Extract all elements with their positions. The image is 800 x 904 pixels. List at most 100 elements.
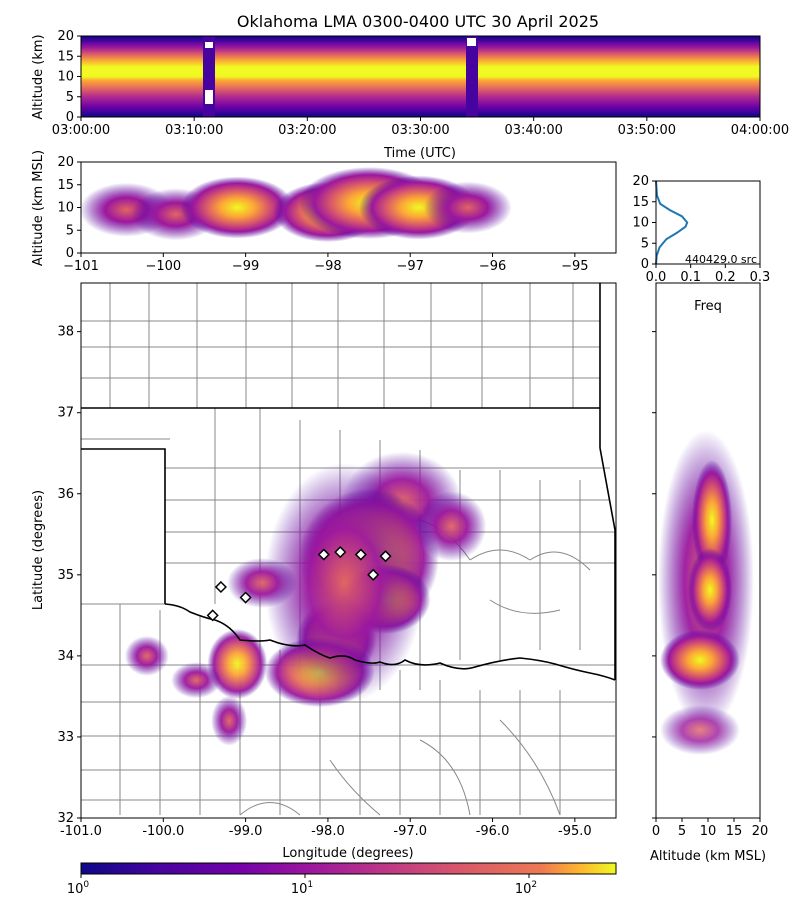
plan-view-xticks: -101.0 -100.0 -99.0 -98.0 -97.0 -96.0 -95.0 bbox=[60, 818, 592, 839]
histogram-y-label: 5 bbox=[641, 236, 649, 251]
lon-alt-panel: −101 −100 −99 −98 −97 −96 −95 0 5 10 15 20 Altitud… bbox=[31, 150, 617, 274]
histogram-frame bbox=[655, 180, 761, 265]
time-height-x-label: 04:00:00 bbox=[731, 123, 789, 138]
lon-alt-core-6 bbox=[423, 181, 512, 234]
plan-view-x-label: -97.0 bbox=[393, 824, 427, 839]
time-height-y-label: 0 bbox=[66, 110, 74, 125]
plan-view-frame bbox=[80, 282, 617, 819]
alt-lat-yticks bbox=[652, 331, 656, 819]
alt-lat-x-label: 5 bbox=[678, 824, 686, 839]
plan-view-y-label: 34 bbox=[57, 649, 74, 664]
histogram-x-label: 0.2 bbox=[715, 270, 736, 285]
colorbar-exponent: 0 bbox=[83, 880, 89, 890]
time-height-y-label: 15 bbox=[57, 49, 74, 64]
histogram-xticks: 0.0 0.1 0.2 0.3 bbox=[646, 264, 771, 285]
alt-lat-density bbox=[658, 430, 754, 755]
plan-view-x-label: -96.0 bbox=[476, 824, 510, 839]
colorbar-label: 102 bbox=[515, 880, 537, 897]
lon-alt-x-label: −98 bbox=[314, 259, 341, 274]
alt-lat-xticks: 0 5 10 15 20 bbox=[652, 818, 768, 839]
station-marker-6 bbox=[239, 591, 252, 604]
histogram-x-label: 0.0 bbox=[646, 270, 667, 285]
lon-alt-y-label: 15 bbox=[57, 178, 74, 193]
time-height-panel: 03:00:00 03:10:00 03:20:00 03:30:00 03:40:00… bbox=[31, 29, 789, 161]
plan-view-panel: -101.0 -100.0 -99.0 -98.0 -97.0 -96.0 -95.0 32… bbox=[31, 282, 617, 861]
histogram-line bbox=[655, 180, 689, 265]
station-marker-2 bbox=[354, 548, 367, 561]
lon-alt-y-label: 10 bbox=[57, 201, 74, 216]
lon-alt-ylabel: Altitude (km MSL) bbox=[31, 150, 46, 266]
plan-view-y-label: 36 bbox=[57, 487, 74, 502]
plan-density-11 bbox=[227, 557, 298, 608]
time-gap-2-white bbox=[467, 38, 476, 46]
colorbar-gradient bbox=[80, 862, 617, 875]
alt-lat-core-north bbox=[692, 460, 732, 580]
colorbar-ticks: 100 101 102 bbox=[67, 874, 537, 897]
station-marker-7 bbox=[206, 609, 219, 622]
plan-density-7 bbox=[171, 662, 222, 699]
histogram-y-label: 20 bbox=[632, 174, 649, 189]
histogram-y-label: 0 bbox=[641, 257, 649, 272]
station-marker-4 bbox=[367, 568, 380, 581]
time-height-yticks: 0 5 10 15 20 bbox=[57, 29, 81, 125]
lma-stations bbox=[206, 546, 392, 622]
histogram-y-label: 15 bbox=[632, 195, 649, 210]
histogram-xlabel: Freq bbox=[694, 299, 722, 314]
lon-alt-x-label: −96 bbox=[479, 259, 506, 274]
alt-lat-x-label: 15 bbox=[726, 824, 743, 839]
alt-lat-x-label: 20 bbox=[752, 824, 769, 839]
lon-alt-y-label: 0 bbox=[66, 246, 74, 261]
time-gap-2 bbox=[466, 36, 478, 117]
histogram-yticks: 0 5 10 15 20 bbox=[632, 174, 656, 272]
plan-view-y-label: 37 bbox=[57, 406, 74, 421]
lon-alt-x-label: −95 bbox=[561, 259, 588, 274]
time-gap-1-white-b bbox=[205, 90, 213, 104]
time-height-x-label: 03:40:00 bbox=[504, 123, 562, 138]
time-height-x-label: 03:50:00 bbox=[618, 123, 676, 138]
plan-density-10 bbox=[416, 491, 487, 562]
time-height-y-label: 5 bbox=[66, 90, 74, 105]
plan-view-x-label: -98.0 bbox=[311, 824, 345, 839]
plan-view-xlabel: Longitude (degrees) bbox=[282, 846, 413, 861]
colorbar-label: 100 bbox=[67, 880, 90, 897]
plan-view-x-label: -101.0 bbox=[60, 824, 102, 839]
alt-lat-x-label: 0 bbox=[652, 824, 660, 839]
histogram-x-label: 0.1 bbox=[680, 270, 701, 285]
plan-density-6 bbox=[207, 628, 268, 699]
lon-alt-x-label: −99 bbox=[232, 259, 259, 274]
alt-lat-xlabel: Altitude (km MSL) bbox=[650, 849, 766, 864]
plan-density-5 bbox=[264, 462, 425, 703]
altitude-histogram-panel: 440429.0 src 0.0 0.1 0.2 0.3 0 5 10 15 20 Freq bbox=[632, 174, 770, 314]
time-height-y-label: 20 bbox=[57, 29, 74, 44]
alt-lat-tail bbox=[660, 705, 740, 755]
time-height-xlabel: Time (UTC) bbox=[383, 146, 456, 161]
lon-alt-cores bbox=[79, 166, 512, 243]
histogram-y-label: 10 bbox=[632, 216, 649, 231]
plan-density-9 bbox=[211, 695, 248, 746]
station-marker-5 bbox=[214, 580, 227, 594]
plan-view-y-label: 32 bbox=[57, 811, 74, 826]
station-marker-0 bbox=[317, 548, 330, 561]
colorbar-exponent: 2 bbox=[531, 880, 537, 890]
figure-title: Oklahoma LMA 0300-0400 UTC 30 April 2025 bbox=[237, 12, 599, 31]
plan-view-x-label: -95.0 bbox=[558, 824, 592, 839]
plan-view-yticks: 32 33 34 35 36 37 38 bbox=[57, 325, 81, 826]
plan-view-y-label: 38 bbox=[57, 325, 74, 340]
time-gap-1-white bbox=[205, 42, 213, 48]
plan-view-density bbox=[124, 451, 487, 746]
lon-alt-core-2 bbox=[180, 176, 295, 239]
lon-alt-x-label: −97 bbox=[397, 259, 424, 274]
plan-view-y-label: 35 bbox=[57, 568, 74, 583]
station-marker-3 bbox=[379, 550, 392, 563]
histogram-x-label: 0.3 bbox=[750, 270, 771, 285]
alt-lat-panel: 0 5 10 15 20 Altitude (km MSL) bbox=[650, 282, 768, 864]
plan-view-y-label: 33 bbox=[57, 730, 74, 745]
lon-alt-y-label: 20 bbox=[57, 155, 74, 170]
time-height-band bbox=[81, 36, 760, 117]
state-borders bbox=[81, 283, 616, 681]
histogram-annotation: 440429.0 src bbox=[685, 253, 757, 266]
plan-view-ylabel: Latitude (degrees) bbox=[31, 490, 46, 610]
time-height-x-label: 03:30:00 bbox=[391, 123, 449, 138]
time-gap-1 bbox=[203, 36, 215, 117]
